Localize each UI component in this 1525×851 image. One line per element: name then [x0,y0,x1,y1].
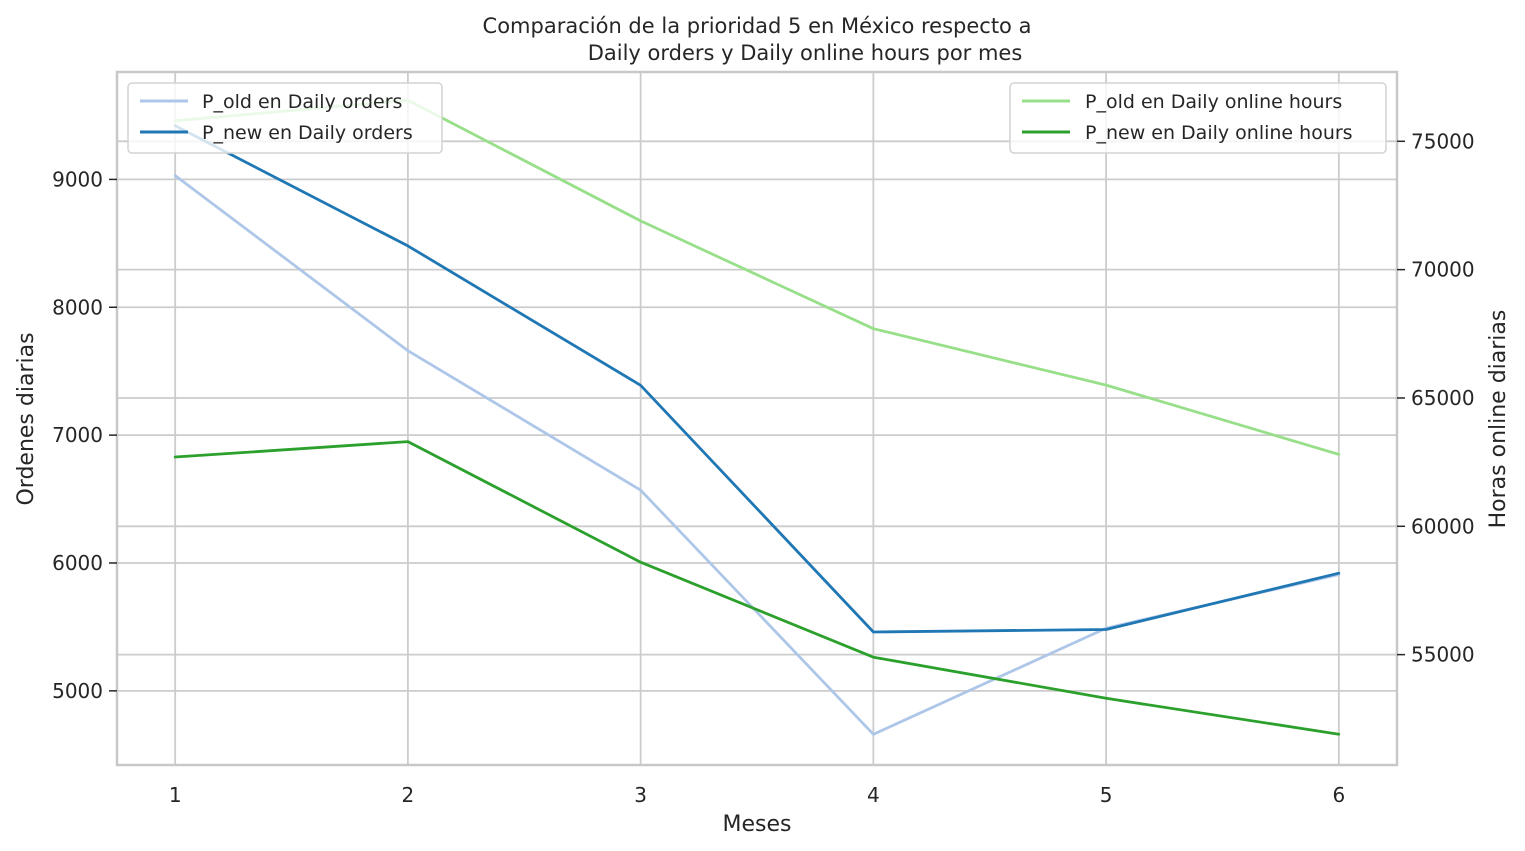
right-y-tick-label: 70000 [1411,258,1475,282]
plot-area-frame [115,70,1399,767]
series-line-p-old-orders [173,174,1341,736]
left-y-tick-label: 8000 [52,295,103,319]
right-y-tick-label: 55000 [1411,643,1475,667]
chart-title-line-2: Daily orders y Daily online hours por me… [588,41,1023,65]
legend-right: P_old en Daily online hours P_new en Dai… [1009,82,1387,154]
left-y-axis-label: Ordenes diarias [14,332,39,505]
x-tick-label: 1 [169,783,182,807]
legend-label-p-old-orders: P_old en Daily orders [202,91,402,113]
legend-right-box [1009,82,1387,154]
legend-label-p-new-hours: P_new en Daily online hours [1085,122,1353,144]
legend-label-p-new-orders: P_new en Daily orders [202,122,413,144]
left-y-tick-label: 5000 [52,679,103,703]
chart-title-line-1: Comparación de la prioridad 5 en México … [483,14,1032,38]
right-y-tick-label: 60000 [1411,514,1475,538]
left-y-tick-label: 6000 [52,551,103,575]
series-lines [173,98,1341,736]
series-line-p-new-hours [173,440,1341,736]
right-y-axis-label: Horas online diarias [1486,310,1511,529]
legend-left-box [127,82,443,154]
right-y-tick-label: 65000 [1411,386,1475,410]
x-tick-labels: 1 2 3 4 5 6 [169,783,1345,807]
grid-lines [117,72,1397,765]
legend-label-p-old-hours: P_old en Daily online hours [1085,91,1342,113]
x-tick-label: 3 [634,783,647,807]
left-y-tick-label: 9000 [52,167,103,191]
x-tick-label: 4 [867,783,880,807]
right-y-tick-labels: 55000 60000 65000 70000 75000 [1397,129,1475,667]
x-tick-label: 6 [1332,783,1345,807]
x-tick-label: 5 [1100,783,1113,807]
left-y-tick-labels: 5000 6000 7000 8000 9000 [52,167,117,703]
legend-left: P_old en Daily orders P_new en Daily ord… [127,82,443,154]
series-line-p-new-orders [173,124,1341,634]
x-axis-label: Meses [723,812,792,837]
left-y-tick-label: 7000 [52,423,103,447]
x-tick-label: 2 [402,783,415,807]
right-y-tick-label: 75000 [1411,129,1475,153]
